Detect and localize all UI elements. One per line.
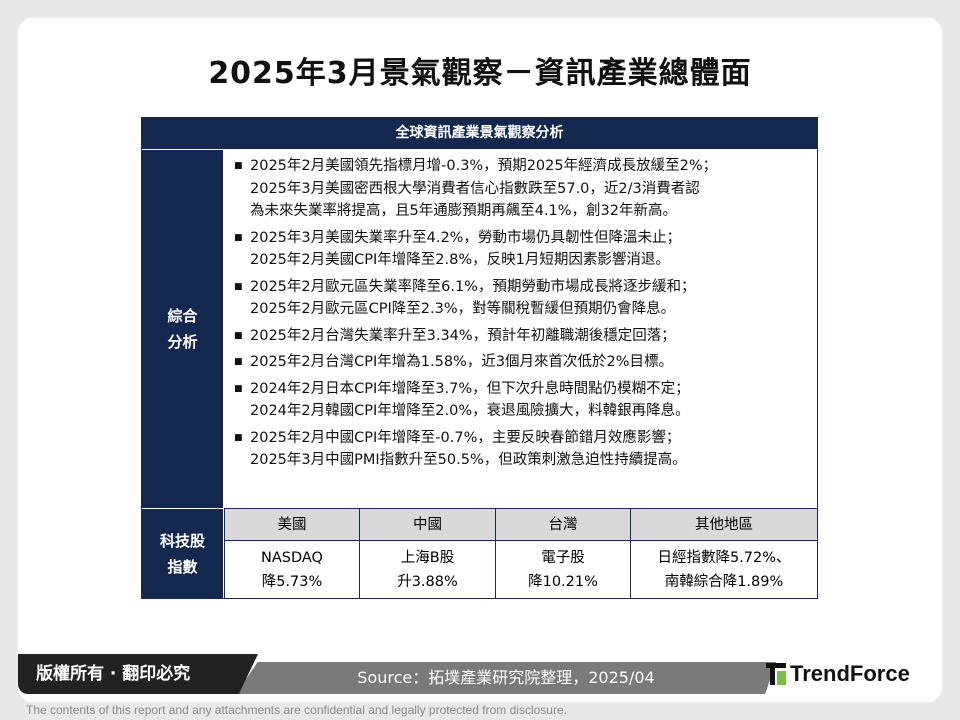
bullet-icon: ■ [234,432,243,443]
disclaimer: The contents of this report and any atta… [26,703,567,717]
page-title: 2025年3月景氣觀察－資訊產業總體面 [208,56,752,91]
value-china: 上海B股 升3.88% [359,541,495,598]
bullet-item: ■ 2025年2月中國CPI年增降至-0.7%，主要反映春節錯月效應影響； 2025… [234,427,809,472]
region-us: 美國 [224,508,359,541]
bullet-item: ■ 2025年3月美國失業率升至4.2%，勞動市場仍具韌性但降溫未止； 2025年2… [234,227,809,272]
trendforce-logo: TrendForce [758,654,942,694]
source-text: Source：拓墣產業研究院整理，2025/04 [236,662,776,694]
region-header-row: 美國 中國 台灣 其他地區 [224,508,817,541]
region-taiwan: 台灣 [495,508,630,541]
analysis-table: 全球資訊產業景氣觀察分析 綜合分析 ■ 2025年2月美國領先指標月增-0.3%，… [141,117,818,599]
bullet-item: ■ 2025年2月歐元區失業率降至6.1%，預期勞動市場成長將逐步緩和； 2025年… [234,276,809,321]
bullet-icon: ■ [234,383,243,394]
bullet-line: 2025年3月美國密西根大學消費者信心指數跌至57.0，近2/3消費者認 [250,180,700,197]
bullet-line: 為未來失業率將提高，且5年通膨預期再飆至4.1%，創32年新高。 [250,203,678,219]
bullet-icon: ■ [234,281,243,292]
footer: Source：拓墣產業研究院整理，2025/04 版權所有 · 翻印必究 Tre… [18,654,942,694]
label-line: 科技股 [159,531,205,550]
value-other: 日經指數降5.72%、 南韓綜合降1.89% [630,541,817,598]
trendforce-logo-icon [766,663,786,685]
value-taiwan: 電子股 降10.21% [495,541,630,598]
bullet-line: 2025年3月中國PMI指數升至50.5%，但政策刺激急迫性持續提高。 [250,452,687,468]
region-other: 其他地區 [630,508,817,541]
bullet-line: 2025年2月中國CPI年增降至-0.7%，主要反映春節錯月效應影響； [250,429,681,446]
bullet-item: ■ 2025年2月台灣失業率升至3.34%，預計年初離職潮後穩定回落； [234,325,809,348]
bullet-line: 2024年2月日本CPI年增降至3.7%，但下次升息時間點仍模糊不定； [250,380,690,397]
bullet-line: 2025年2月歐元區CPI降至2.3%，對等關稅暫緩但預期仍會降息。 [250,301,676,317]
brand-name: TrendForce [790,661,910,686]
stock-values-row: NASDAQ 降5.73% 上海B股 升3.88% 電子股 降10.21% 日經指數降… [224,541,817,598]
bullet-line: 2025年2月歐元區失業率降至6.1%，預期勞動市場成長將逐步緩和； [250,278,696,295]
bullet-icon: ■ [234,232,243,243]
stock-index-label: 科技股 指數 [142,509,223,598]
analysis-label: 綜合 分析 [142,150,223,508]
bullet-line: 2025年2月台灣失業率升至3.34%，預計年初離職潮後穩定回落； [250,327,676,344]
label-line: 綜合 [167,307,198,325]
bullet-line: 2025年2月美國領先指標月增-0.3%，預期2025年經濟成長放緩至2%； [250,158,718,174]
value-us: NASDAQ 降5.73% [224,541,359,598]
bullet-line: 2025年3月美國失業率升至4.2%，勞動市場仍具韌性但降溫未止； [250,229,681,246]
bullet-item: ■ 2025年2月台灣CPI年增為1.58%，近3個月來首次低於2%目標。 [234,351,809,374]
stock-grid: 美國 中國 台灣 其他地區 NASDAQ 降5.73% 上海B股 升3.88% 電子… [224,508,817,598]
bullet-line: 2025年2月美國CPI年增降至2.8%，反映1月短期因素影響消退。 [250,252,670,268]
label-line: 分析 [167,333,198,351]
bullet-icon: ■ [234,330,243,341]
copyright-text: 版權所有 · 翻印必究 [18,654,258,694]
region-china: 中國 [359,508,495,541]
bullet-icon: ■ [234,357,243,367]
bullet-item: ■ 2025年2月美國領先指標月增-0.3%，預期2025年經濟成長放緩至2%； 2… [234,155,809,223]
table-header: 全球資訊產業景氣觀察分析 [142,118,817,149]
bullet-line: 2024年2月韓國CPI年增降至2.0%，衰退風險擴大，料韓銀再降息。 [250,403,690,419]
bullet-icon: ■ [234,161,243,171]
bullet-line: 2025年2月台灣CPI年增為1.58%，近3個月來首次低於2%目標。 [250,354,674,370]
bullet-list: ■ 2025年2月美國領先指標月增-0.3%，預期2025年經濟成長放緩至2%； 2… [224,150,817,508]
label-line: 指數 [167,557,198,576]
bullet-item: ■ 2024年2月日本CPI年增降至3.7%，但下次升息時間點仍模糊不定； 2024… [234,378,809,423]
